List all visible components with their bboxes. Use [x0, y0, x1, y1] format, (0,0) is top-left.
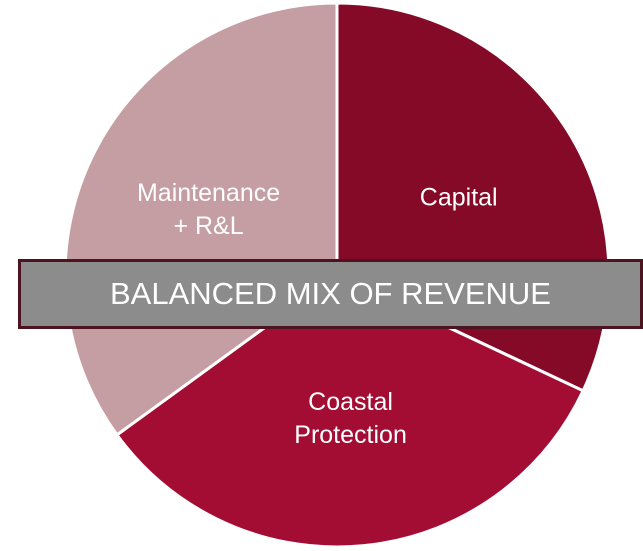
pie-slice — [114, 273, 586, 549]
chart-title: BALANCED MIX OF REVENUE — [18, 259, 643, 329]
slice-label: Maintenance + R&L — [136, 178, 281, 240]
slice-label: Capital — [419, 183, 498, 212]
slice-label: Coastal Protection — [294, 387, 407, 449]
